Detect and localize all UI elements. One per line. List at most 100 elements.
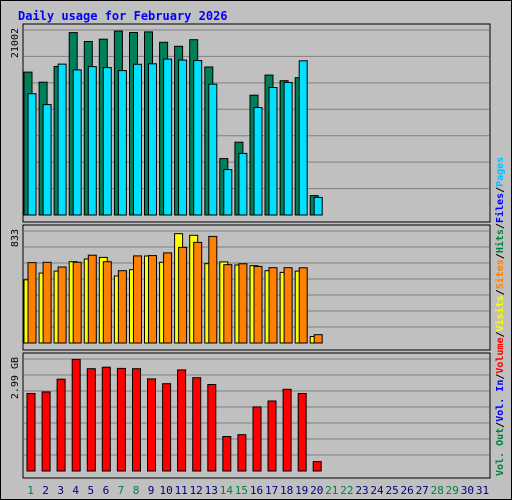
legend-separator: / [495,331,506,337]
x-tick-label: 7 [118,484,125,497]
bar-sites-day-1 [27,262,37,344]
x-tick-label: 16 [250,484,263,497]
bar-sites-day-12 [193,241,203,344]
bar-files-day-6 [102,67,112,216]
legend-separator: / [495,422,506,428]
legend-item: Vol. In [495,380,506,422]
bar-files-day-1 [27,93,37,216]
x-tick-label: 4 [72,484,79,497]
panel-bot: 2.99 GB [10,352,491,479]
x-tick-label: 8 [133,484,140,497]
chart-title: Daily usage for February 2026 [18,9,228,23]
bar-files-day-13 [208,83,218,216]
x-tick-label: 28 [431,484,444,497]
x-tick-label: 11 [175,484,188,497]
bar-volume-day-19 [297,393,307,472]
bar-volume-day-5 [86,368,96,472]
bar-sites-day-2 [42,261,52,344]
bar-volume-day-14 [222,436,232,472]
bar-volume-day-15 [237,434,247,472]
panel-mid: 833 [10,224,491,351]
bar-volume-day-18 [282,388,292,472]
bar-files-day-7 [117,70,127,216]
legend-item: Volume [495,337,506,373]
bar-volume-day-13 [207,384,217,472]
legend-separator: / [495,289,506,295]
bar-volume-day-8 [132,368,141,472]
bar-files-day-17 [268,87,278,216]
legend-item: Hits [494,229,506,253]
x-tick-label: 26 [400,484,413,497]
bar-files-day-16 [253,107,263,216]
x-tick-label: 31 [476,484,489,497]
bar-sites-day-15 [238,263,248,344]
bar-sites-day-8 [133,255,142,344]
bar-files-day-18 [283,82,293,216]
panel-top: 21002 [10,23,491,223]
bar-files-day-10 [163,58,173,216]
bar-sites-day-13 [208,235,218,344]
bar-sites-day-10 [163,252,173,344]
bar-sites-day-6 [102,261,112,344]
bar-files-day-2 [42,104,52,216]
legend-separator: / [495,374,506,380]
x-tick-label: 14 [220,484,234,497]
x-tick-label: 13 [205,484,218,497]
x-tick-label: 30 [461,484,474,497]
x-tick-label: 1 [27,484,34,497]
x-tick-label: 15 [235,484,248,497]
bar-sites-day-16 [253,265,263,344]
x-tick-label: 3 [57,484,64,497]
bar-volume-day-20 [312,461,322,472]
x-tick-label: 12 [190,484,203,497]
bar-sites-day-5 [87,254,97,344]
x-tick-label: 20 [310,484,323,497]
bar-files-day-14 [223,169,233,216]
bar-files-day-8 [133,63,142,216]
x-tick-label: 29 [446,484,459,497]
bar-volume-day-6 [101,366,111,472]
bar-sites-day-11 [178,246,188,344]
x-tick-label: 18 [280,484,293,497]
legend-separator: / [495,187,506,193]
y-max-label: 833 [10,229,21,247]
legend-item: Vol. Out [495,428,506,476]
x-tick-label: 19 [295,484,308,497]
bar-files-day-4 [72,69,82,216]
legend-item: Pages [495,157,506,187]
legend-separator: / [495,223,506,229]
bar-sites-day-7 [117,270,127,344]
bar-sites-day-20 [313,334,323,344]
bar-files-day-12 [193,60,203,216]
bar-sites-day-9 [148,255,157,344]
bar-sites-day-4 [72,261,82,344]
x-tick-label: 25 [385,484,398,497]
y-max-label: 21002 [10,28,21,58]
bar-volume-day-10 [162,383,172,472]
x-tick-label: 2 [42,484,49,497]
x-tick-label: 23 [355,484,368,497]
x-tick-label: 6 [103,484,110,497]
x-tick-label: 5 [87,484,94,497]
bar-files-day-5 [87,66,97,216]
bar-sites-day-19 [298,267,308,344]
bar-volume-day-12 [192,377,202,472]
bar-sites-day-18 [283,267,293,344]
bar-volume-day-2 [41,391,51,472]
x-tick-label: 22 [340,484,353,497]
x-tick-label: 9 [148,484,155,497]
legend-item: Sites [494,259,506,289]
x-tick-label: 27 [416,484,429,497]
legend-item: Visits [494,295,506,331]
x-tick-label: 21 [325,484,338,497]
bar-sites-day-14 [223,264,233,344]
x-tick-label: 10 [159,484,172,497]
bar-volume-day-3 [56,378,66,472]
bar-files-day-3 [57,63,67,216]
bar-sites-day-3 [57,266,67,344]
bar-volume-day-16 [252,406,262,472]
bar-sites-day-17 [268,267,278,344]
bar-volume-day-9 [147,378,156,472]
bar-files-day-9 [148,63,157,216]
